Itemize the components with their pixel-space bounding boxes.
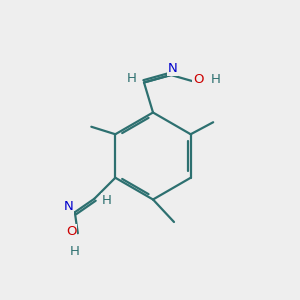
Text: O: O bbox=[194, 73, 204, 86]
Text: N: N bbox=[168, 62, 177, 75]
Text: H: H bbox=[211, 73, 220, 86]
Text: O: O bbox=[66, 225, 76, 238]
Text: N: N bbox=[64, 200, 73, 213]
Text: H: H bbox=[70, 245, 80, 258]
Text: H: H bbox=[127, 72, 136, 86]
Text: H: H bbox=[102, 194, 112, 207]
